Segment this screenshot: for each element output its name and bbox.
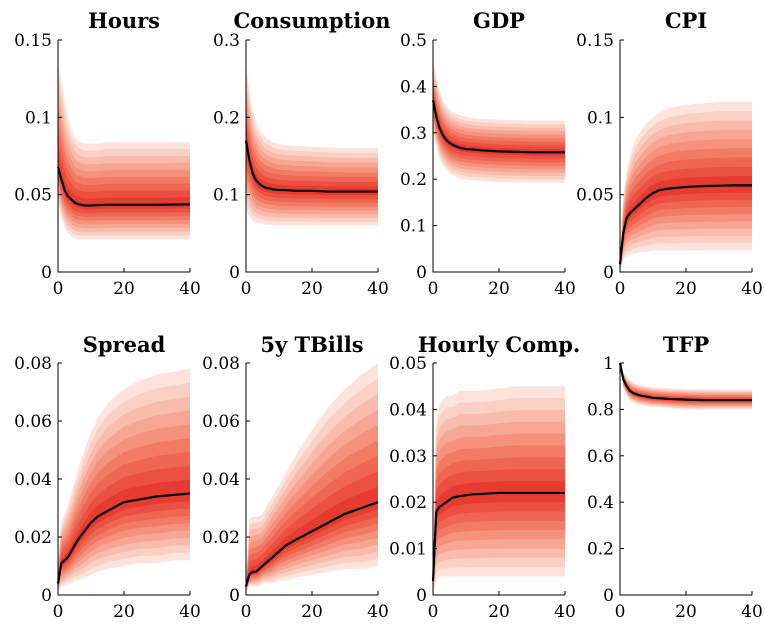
x-tick-label: 0	[53, 279, 64, 299]
y-tick-label: 0.1	[587, 108, 614, 128]
y-tick-label: 0.2	[400, 170, 427, 190]
chart-title: Hours	[88, 8, 160, 33]
median-line	[244, 501, 379, 587]
x-tick-label: 40	[741, 602, 763, 622]
y-tick-label: 0.5	[400, 31, 427, 51]
y-tick-label: 0.3	[400, 124, 427, 144]
y-tick-label: 0.02	[14, 528, 52, 548]
y-tick-label: 0.15	[576, 31, 614, 51]
credible-band	[433, 95, 565, 156]
chart-panel: 0 0.1 0.2 0.3 0 20 40 Consumption	[213, 8, 391, 299]
chart-title: Hourly Comp.	[418, 332, 581, 357]
x-tick-label: 40	[367, 602, 389, 622]
x-tick-label: 20	[488, 279, 510, 299]
y-tick-label: 0.3	[213, 31, 240, 51]
y-tick-label: 0.08	[14, 354, 52, 374]
median-line	[56, 492, 191, 584]
y-tick-label: 0.01	[389, 540, 427, 560]
x-tick-label: 0	[53, 602, 64, 622]
y-tick-label: 0	[416, 263, 427, 283]
y-tick-label: 0	[603, 263, 614, 283]
chart-title: CPI	[665, 8, 707, 33]
chart-title: Consumption	[234, 8, 391, 33]
x-tick-label: 20	[113, 602, 135, 622]
y-tick-label: 0.8	[587, 400, 614, 420]
x-tick-label: 0	[615, 602, 626, 622]
y-tick-label: 0	[229, 586, 240, 606]
median-line	[431, 100, 565, 154]
median-line	[56, 166, 191, 207]
x-tick-label: 40	[367, 279, 389, 299]
credible-band	[620, 176, 752, 266]
chart-panel: 0 0.02 0.04 0.06 0.08 0 20 40 5y TBills	[202, 332, 389, 622]
chart-panel: 0 0.05 0.1 0.15 0 20 40 CPI	[576, 8, 763, 299]
y-tick-label: 0	[41, 586, 52, 606]
credible-band	[433, 481, 565, 583]
y-tick-label: 0.4	[400, 77, 427, 97]
chart-panel: 0 0.2 0.4 0.6 0.8 1 0 20 40 TFP	[587, 332, 763, 622]
x-tick-label: 0	[241, 279, 252, 299]
y-tick-label: 0.1	[400, 217, 427, 237]
credible-band	[58, 143, 190, 214]
chart-title: Spread	[83, 332, 166, 357]
credible-band	[246, 486, 378, 587]
x-tick-label: 0	[241, 602, 252, 622]
median-line	[244, 140, 378, 193]
x-tick-label: 40	[554, 279, 576, 299]
x-tick-label: 0	[428, 602, 439, 622]
y-tick-label: 0.05	[14, 186, 52, 206]
y-tick-label: 0.02	[202, 528, 240, 548]
y-tick-label: 0.1	[25, 108, 52, 128]
median-line	[618, 184, 752, 265]
credible-band	[620, 363, 752, 405]
y-tick-label: 0.04	[389, 400, 427, 420]
x-tick-label: 0	[428, 279, 439, 299]
median-line	[618, 362, 752, 402]
chart-panel: 0 0.1 0.2 0.3 0.4 0.5 0 20 40 GDP	[400, 8, 576, 299]
x-tick-label: 0	[615, 279, 626, 299]
x-tick-label: 20	[113, 279, 135, 299]
y-tick-label: 0	[603, 586, 614, 606]
x-tick-label: 40	[179, 602, 201, 622]
x-tick-label: 40	[741, 279, 763, 299]
y-tick-label: 0.2	[213, 108, 240, 128]
y-tick-label: 0.4	[587, 493, 614, 513]
median-line	[431, 491, 565, 582]
y-tick-label: 0.03	[389, 447, 427, 467]
chart-title: 5y TBills	[260, 332, 363, 357]
y-tick-label: 0.6	[587, 447, 614, 467]
y-tick-label: 0.06	[14, 412, 52, 432]
x-tick-label: 20	[675, 602, 697, 622]
y-tick-label: 1	[603, 354, 614, 374]
credible-band	[433, 91, 565, 160]
chart-title: GDP	[473, 8, 525, 33]
x-tick-label: 40	[554, 602, 576, 622]
y-tick-label: 0.15	[14, 31, 52, 51]
y-tick-label: 0	[41, 263, 52, 283]
x-tick-label: 20	[301, 279, 323, 299]
chart-panel: 0 0.05 0.1 0.15 0 20 40 Hours	[14, 8, 201, 299]
credible-band	[620, 363, 752, 403]
chart-panel: 0 0.02 0.04 0.06 0.08 0 20 40 Spread	[14, 332, 201, 622]
x-tick-label: 20	[675, 279, 697, 299]
y-tick-label: 0.06	[202, 412, 240, 432]
y-tick-label: 0.04	[14, 470, 52, 490]
y-tick-label: 0.02	[389, 493, 427, 513]
credible-band	[246, 123, 378, 200]
y-tick-label: 0.05	[389, 354, 427, 374]
y-tick-label: 0.1	[213, 186, 240, 206]
y-tick-label: 0.05	[576, 186, 614, 206]
y-tick-label: 0.2	[587, 540, 614, 560]
y-tick-label: 0.08	[202, 354, 240, 374]
chart-title: TFP	[663, 332, 710, 357]
x-tick-label: 20	[301, 602, 323, 622]
chart-panel: 0 0.01 0.02 0.03 0.04 0.05 0 20 40 Hourly Comp.	[389, 332, 580, 622]
credible-band	[246, 131, 378, 196]
y-tick-label: 0	[416, 586, 427, 606]
y-tick-label: 0.04	[202, 470, 240, 490]
x-tick-label: 20	[488, 602, 510, 622]
y-tick-label: 0	[229, 263, 240, 283]
x-tick-label: 40	[179, 279, 201, 299]
